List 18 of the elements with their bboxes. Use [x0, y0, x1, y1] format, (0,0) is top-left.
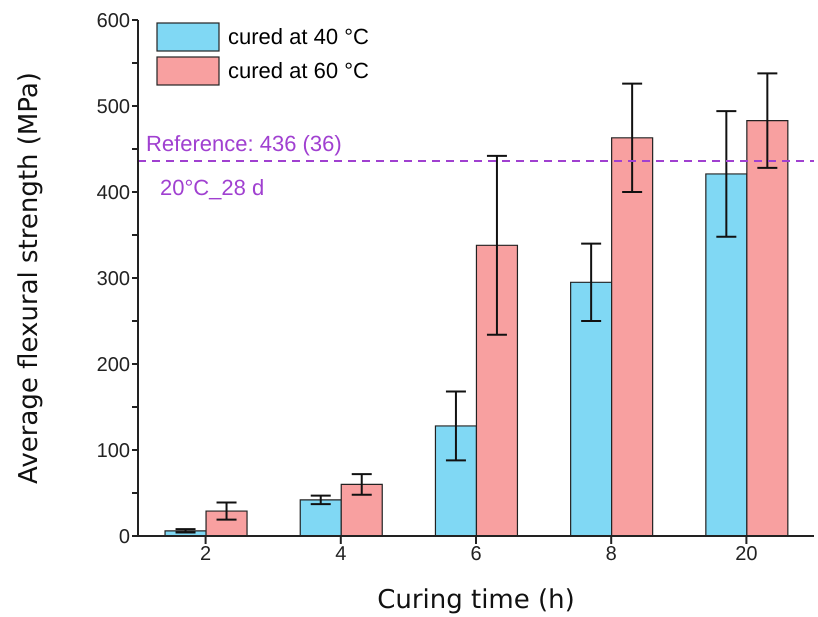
y-tick-label: 400: [96, 182, 130, 204]
ref-line-label: Reference: 436 (36): [146, 131, 342, 156]
x-tick-label: 8: [606, 543, 617, 566]
annotation: 20°C_28 d: [160, 175, 264, 200]
x-tick-label: 6: [470, 543, 482, 566]
y-tick-label: 200: [96, 354, 130, 376]
y-tick-label: 300: [96, 268, 130, 290]
x-tick-label: 4: [335, 543, 346, 566]
y-tick-label: 100: [96, 440, 130, 462]
x-tick-label: 20: [735, 543, 758, 566]
y-tick-label: 0: [118, 526, 130, 548]
x-axis-title: Curing time (h): [377, 585, 575, 615]
y-axis-title: Average flexural strength (MPa): [14, 72, 44, 484]
x-tick-label: 2: [200, 543, 212, 566]
y-tick-label: 500: [96, 96, 130, 118]
legend-label: cured at 60 °C: [228, 58, 369, 84]
legend-label: cured at 40 °C: [228, 24, 369, 50]
y-tick-label: 600: [96, 10, 130, 32]
